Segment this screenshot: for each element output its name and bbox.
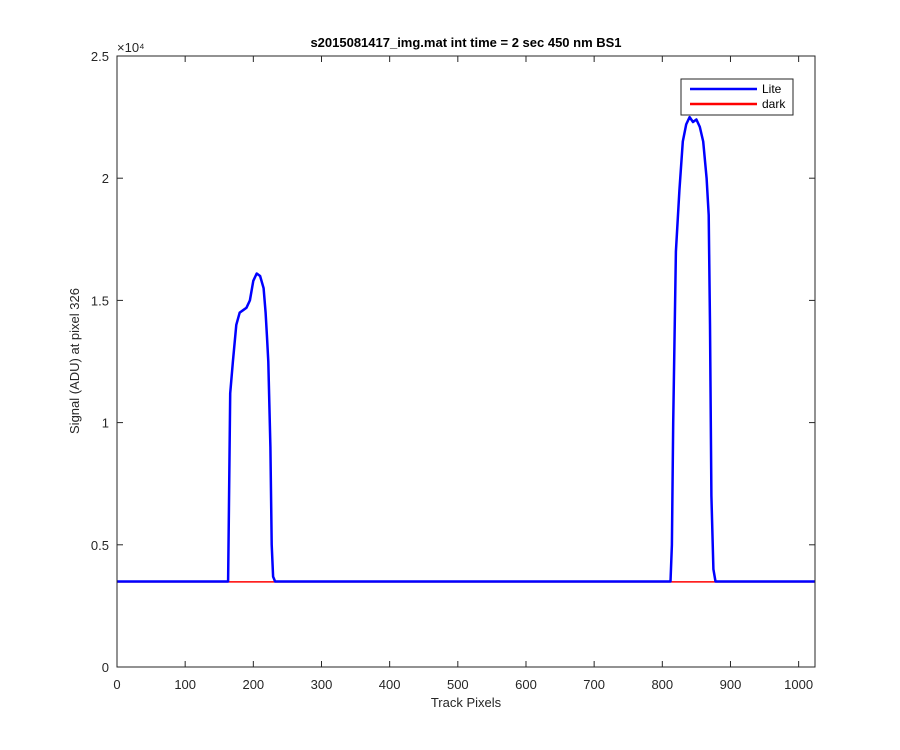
x-axis: 0 100 200 300 400 500 600 700 800 900 1000 (113, 56, 813, 692)
legend-label-dark: dark (762, 97, 786, 111)
x-tick-label: 800 (651, 677, 673, 692)
y-tick-label: 1.5 (91, 293, 109, 308)
y-tick-label: 0 (102, 660, 109, 675)
x-tick-label: 1000 (784, 677, 813, 692)
y-axis: 0 0.5 1 1.5 2 2.5 (91, 49, 815, 675)
x-tick-label: 200 (242, 677, 264, 692)
x-tick-label: 700 (583, 677, 605, 692)
series-line-lite (117, 115, 815, 583)
x-tick-label: 300 (311, 677, 333, 692)
plot-frame (116, 55, 816, 668)
y-exponent-label: ×10⁴ (117, 40, 145, 55)
x-tick-label: 400 (379, 677, 401, 692)
legend: Lite dark (680, 78, 794, 116)
x-tick-label: 100 (174, 677, 196, 692)
x-axis-label: Track Pixels (431, 695, 502, 710)
y-tick-label: 1 (102, 416, 109, 431)
y-tick-label: 2.5 (91, 49, 109, 64)
y-tick-label: 2 (102, 171, 109, 186)
chart-title: s2015081417_img.mat int time = 2 sec 450… (310, 35, 621, 50)
legend-label-lite: Lite (762, 82, 782, 96)
y-axis-label: Signal (ADU) at pixel 326 (67, 288, 82, 434)
legend-box (680, 78, 794, 116)
y-tick-label: 0.5 (91, 538, 109, 553)
x-tick-label: 500 (447, 677, 469, 692)
x-tick-label: 600 (515, 677, 537, 692)
x-tick-label: 0 (113, 677, 120, 692)
series-layer (117, 115, 815, 583)
x-tick-label: 900 (720, 677, 742, 692)
